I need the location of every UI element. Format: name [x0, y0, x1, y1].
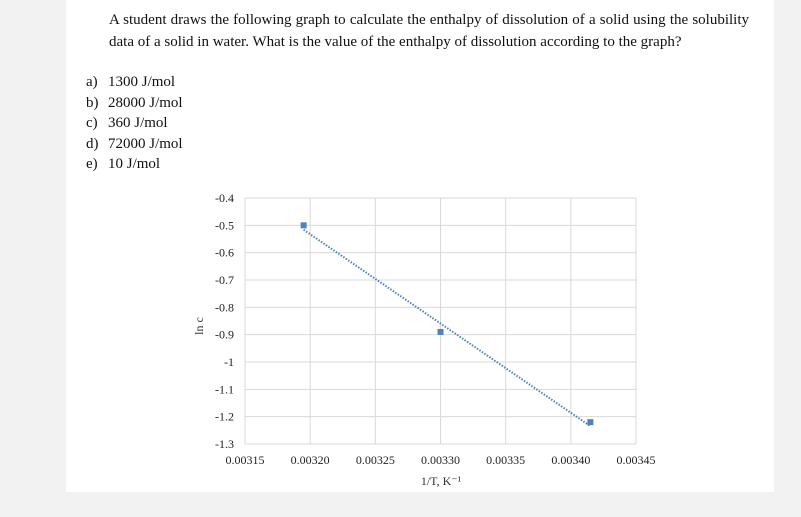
- linear-trendline: [303, 228, 591, 427]
- option-letter: e): [86, 156, 98, 173]
- gridlines: [244, 197, 637, 445]
- option-letter: c): [86, 115, 98, 132]
- x-tick-label: 0.00315: [226, 453, 265, 467]
- y-axis-label: ln c: [192, 317, 206, 335]
- x-tick-label: 0.00320: [291, 453, 330, 467]
- answer-options: a) 1300 J/mol b) 28000 J/mol c) 360 J/mo…: [86, 72, 183, 175]
- x-tick-label: 0.00345: [617, 453, 656, 467]
- trendline: [303, 228, 591, 427]
- data-points: [300, 222, 594, 426]
- y-tick-label: -1.2: [215, 410, 234, 424]
- y-tick-label: -0.7: [215, 273, 234, 287]
- question-card: [66, 0, 774, 492]
- option-a[interactable]: a) 1300 J/mol: [86, 72, 183, 93]
- y-tick-label: -1.1: [215, 382, 234, 396]
- x-tick-label: 0.00340: [551, 453, 590, 467]
- option-text: 72000 J/mol: [108, 135, 183, 152]
- tick-labels: -0.4 -0.5 -0.6 -0.7 -0.8 -0.9 -1 -1.1 -1.2 -1.3 0.…: [215, 191, 656, 467]
- option-text: 360 J/mol: [108, 115, 168, 132]
- y-tick-label: -0.8: [215, 300, 234, 314]
- y-tick-label: -0.6: [215, 246, 234, 260]
- option-text: 28000 J/mol: [108, 94, 183, 111]
- data-point: [300, 222, 307, 229]
- option-b[interactable]: b) 28000 J/mol: [86, 93, 183, 114]
- option-letter: d): [86, 135, 99, 152]
- option-text: 1300 J/mol: [108, 74, 176, 90]
- y-tick-label: -1: [224, 355, 234, 369]
- option-letter: b): [86, 94, 99, 111]
- option-c[interactable]: c) 360 J/mol: [86, 113, 183, 134]
- y-tick-label: -0.9: [215, 328, 234, 342]
- option-e[interactable]: e) 10 J/mol: [86, 154, 183, 175]
- x-tick-label: 0.00325: [356, 453, 395, 467]
- x-tick-label: 0.00335: [486, 453, 525, 467]
- option-text: 10 J/mol: [108, 156, 161, 173]
- y-tick-label: -0.5: [215, 218, 234, 232]
- option-d[interactable]: d) 72000 J/mol: [86, 134, 183, 155]
- question-text: A student draws the following graph to c…: [109, 12, 749, 50]
- data-point: [587, 419, 594, 426]
- x-tick-label: 0.00330: [421, 453, 460, 467]
- x-axis-label: 1/T, K⁻¹: [421, 474, 462, 488]
- data-point: [437, 328, 444, 335]
- y-tick-label: -0.4: [215, 191, 234, 205]
- option-letter: a): [86, 74, 98, 90]
- y-tick-label: -1.3: [215, 437, 234, 451]
